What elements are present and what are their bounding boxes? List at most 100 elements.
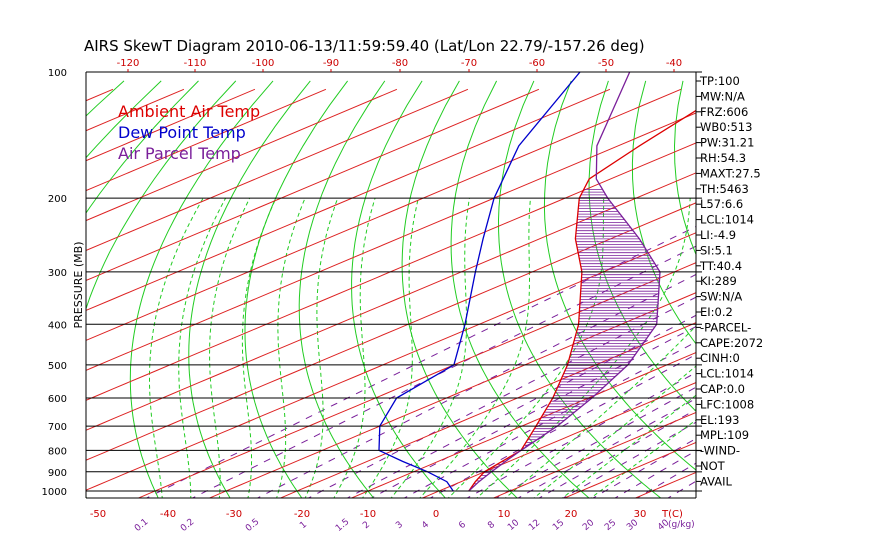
dry-adiabat-line (188, 80, 311, 498)
moist-adiabat-line (304, 197, 339, 498)
mixing-ratio-line (636, 462, 696, 498)
bottom-temp-tick-label: -10 (360, 509, 376, 520)
mixing-ratio-line (495, 386, 696, 498)
dry-adiabat-line (298, 80, 386, 498)
moist-adiabat-line (209, 197, 251, 498)
pressure-tick-label: 300 (48, 268, 67, 279)
stability-index-label: NOT (700, 459, 726, 473)
mixing-ratio-tick-label: 0.2 (179, 517, 196, 534)
mixing-ratio-tick-label: 1 (298, 520, 309, 531)
isotherm-line (137, 262, 696, 498)
moist-adiabat-line (276, 197, 306, 498)
stability-index-label: MAXT:27.5 (700, 166, 761, 180)
mixing-ratio-line (429, 353, 696, 498)
mixing-ratio-tick-label: 8 (486, 520, 497, 532)
dry-adiabat-line (832, 81, 870, 500)
mixing-ratio-lines (145, 225, 696, 498)
isotherm-line (86, 202, 696, 461)
legend-entry: Dew Point Temp (118, 123, 246, 142)
stability-index-label: LCL:1014 (700, 213, 754, 227)
mixing-ratio-line (403, 341, 696, 498)
mixing-ratio-line (614, 450, 696, 498)
bottom-temp-tick-label: 0 (433, 509, 439, 520)
isotherm-line (86, 88, 682, 341)
pressure-tick-label: 1000 (42, 487, 67, 498)
mixing-ratio-line (466, 372, 696, 498)
dew-point-temp-line (378, 72, 581, 492)
dry-adiabat-line (794, 81, 870, 500)
moist-adiabat-line (447, 198, 605, 498)
moist-adiabat-line (533, 365, 696, 498)
stability-index-label: TT:40.4 (699, 259, 742, 273)
stability-index-label: MPL:109 (700, 428, 749, 442)
moist-adiabat-line (390, 198, 470, 498)
dry-adiabat-line (244, 80, 349, 498)
dry-adiabat-line (351, 80, 447, 498)
mixing-ratio-tick-label: 15 (551, 518, 566, 533)
y-axis-label: PRESSURE (MB) (72, 242, 85, 329)
moist-adiabat-line (178, 197, 227, 498)
moist-adiabat-line (149, 197, 204, 498)
top-temp-tick-label: -110 (184, 58, 207, 69)
pressure-tick-label: 400 (48, 320, 67, 331)
mixing-ratio-line (562, 421, 696, 498)
dry-adiabat-line (673, 80, 696, 256)
isotherm-line (350, 352, 696, 498)
mixing-ratio-tick-label: 0.1 (133, 517, 150, 534)
pressure-tick-label: 500 (48, 361, 67, 372)
isotherm-line (634, 471, 696, 498)
dry-adiabat-line (756, 81, 870, 500)
mixing-ratio-tick-label: 10 (506, 518, 521, 533)
bottom-temp-tick-label: -40 (160, 509, 176, 520)
isotherm-line (86, 112, 696, 371)
chart-title: AIRS SkewT Diagram 2010-06-13/11:59:59.4… (84, 37, 645, 55)
moist-adiabat-line (419, 198, 531, 498)
mixing-ratio-tick-label: 12 (527, 518, 542, 533)
bottom-temp-tick-label: -20 (294, 509, 310, 520)
stability-index-label: MW:N/A (700, 89, 745, 103)
isotherm-line (279, 322, 696, 498)
top-temp-tick-label: -80 (392, 58, 408, 69)
pressure-tick-label: 200 (48, 194, 67, 205)
cape-hatching (470, 188, 660, 490)
isotherm-line (563, 441, 696, 498)
isotherm-line (492, 411, 696, 498)
top-temp-tick-label: -70 (461, 58, 477, 69)
isotherm-line (86, 172, 696, 431)
dry-adiabat-line (401, 80, 518, 498)
pressure-tick-label: 600 (48, 394, 67, 405)
isotherm-line (421, 381, 696, 498)
stability-index-label: SI:5.1 (700, 243, 733, 257)
mixing-ratio-line (191, 245, 696, 498)
moist-adiabat-line (561, 394, 696, 498)
bottom-temp-tick-label: -30 (226, 509, 242, 520)
pressure-tick-label: 800 (48, 446, 67, 457)
top-temp-tick-label: -40 (666, 58, 682, 69)
mixing-ratio-tick-label: 1.5 (334, 517, 351, 534)
stability-index-label: CAP:0.0 (700, 382, 745, 396)
top-temp-tick-label: -100 (252, 58, 275, 69)
stability-index-label: PW:31.21 (700, 136, 754, 150)
stability-index-label: CINH:0 (700, 351, 740, 365)
mixing-ratio-unit: (g/kg) (668, 520, 695, 530)
bottom-temp-tick-label: 20 (565, 509, 578, 520)
dry-adiabat-line (129, 80, 274, 498)
stability-index-label: AVAIL (700, 474, 733, 488)
moist-adiabat-line (333, 197, 376, 498)
top-temp-tick-label: -60 (529, 58, 545, 69)
mixing-ratio-tick-label: 3 (394, 520, 405, 531)
stability-index-label: EI:0.2 (700, 305, 733, 319)
isotherm-line (208, 292, 696, 498)
pressure-tick-label: 100 (48, 68, 67, 79)
plot-area (86, 72, 870, 500)
stability-index-label: -PARCEL- (700, 320, 751, 334)
legend: Ambient Air Temp Dew Point Temp Air Parcel… (118, 102, 260, 163)
legend-entry: Ambient Air Temp (118, 102, 260, 121)
bottom-temp-tick-label: 30 (634, 509, 647, 520)
bottom-temp-tick-label: -50 (90, 509, 106, 520)
mixing-ratio-line (256, 273, 696, 498)
isotherm-line (86, 88, 540, 282)
